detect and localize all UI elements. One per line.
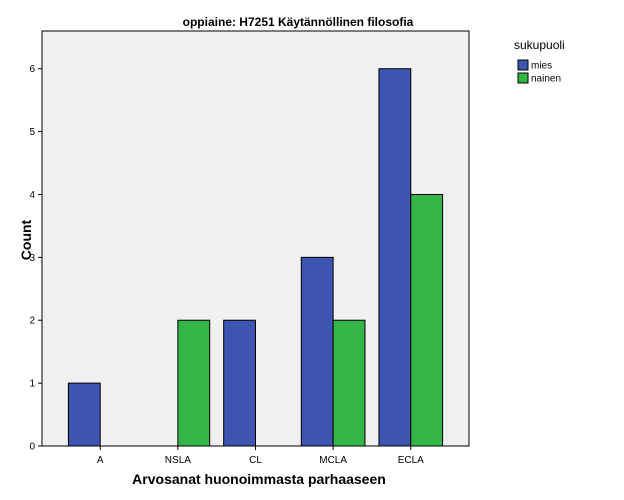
bars <box>67 68 444 447</box>
y-tick-label: 1 <box>29 379 35 390</box>
x-tick-label: A <box>97 455 104 466</box>
chart-title: oppiaine: H7251 Käytännöllinen filosofia <box>183 15 414 29</box>
x-tick-label: CL <box>249 455 262 466</box>
legend-label-nainen: nainen <box>531 74 561 85</box>
y-axis: 0 1 2 3 4 5 6 <box>29 64 42 453</box>
legend-label-mies: mies <box>531 61 552 72</box>
y-axis-title: Count <box>18 219 34 260</box>
x-tick-label: ECLA <box>398 455 424 466</box>
y-tick-label: 3 <box>29 253 35 264</box>
bar-mies-mcla <box>300 256 334 447</box>
y-tick-label: 4 <box>29 190 35 201</box>
legend-swatch-nainen <box>517 72 529 84</box>
legend: sukupuoli mies nainen <box>514 38 565 85</box>
y-tick-label: 2 <box>29 316 35 327</box>
bar-nainen-mcla <box>332 319 366 447</box>
bar-mies-a <box>67 382 101 447</box>
legend-title: sukupuoli <box>514 38 565 52</box>
y-tick-label: 0 <box>29 442 35 453</box>
legend-swatch-mies <box>517 59 529 71</box>
y-tick-label: 6 <box>29 64 35 75</box>
x-tick-label: MCLA <box>319 455 347 466</box>
y-tick-label: 5 <box>29 127 35 138</box>
x-tick-label: NSLA <box>165 455 191 466</box>
bar-nainen-ecla <box>410 193 444 447</box>
bar-mies-cl <box>223 319 257 447</box>
x-axis: A NSLA CL MCLA ECLA <box>97 446 424 466</box>
x-axis-title: Arvosanat huonoimmasta parhaaseen <box>132 471 386 487</box>
bar-nainen-nsla <box>177 319 211 447</box>
bar-mies-ecla <box>378 68 412 447</box>
